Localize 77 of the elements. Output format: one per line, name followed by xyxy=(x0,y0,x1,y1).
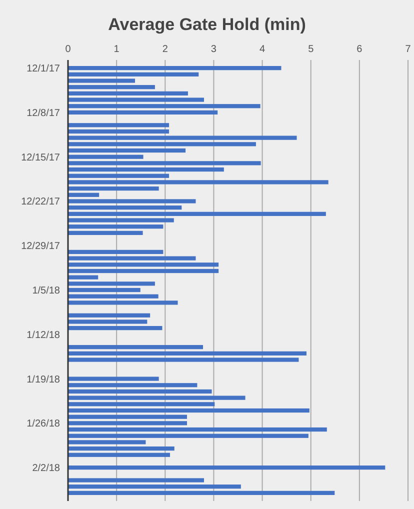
bar xyxy=(68,129,170,134)
x-tick-label: 6 xyxy=(356,44,363,55)
bar xyxy=(68,123,170,128)
bar xyxy=(68,408,310,413)
x-tick-label: 0 xyxy=(65,44,72,55)
y-tick-label: 2/2/18 xyxy=(32,463,60,474)
bar xyxy=(68,180,328,184)
bar xyxy=(68,326,162,330)
y-tick-label: 12/15/17 xyxy=(21,152,60,164)
bar xyxy=(68,427,327,432)
bar xyxy=(68,250,164,254)
bar xyxy=(68,358,299,362)
bar xyxy=(68,91,188,96)
bar xyxy=(68,142,256,146)
bar xyxy=(68,313,150,318)
bar xyxy=(68,174,170,178)
bar xyxy=(68,78,136,83)
bar xyxy=(68,268,219,274)
y-tick-label: 1/12/18 xyxy=(26,330,60,341)
bar xyxy=(68,421,187,426)
bar xyxy=(68,345,204,350)
bar xyxy=(68,186,159,191)
bar xyxy=(68,484,241,489)
bar xyxy=(68,275,98,280)
y-tick-label: 1/19/18 xyxy=(26,374,60,386)
y-tick-label: 1/5/18 xyxy=(32,286,60,297)
bar xyxy=(68,434,308,438)
bar xyxy=(68,389,212,394)
y-tick-label: 12/29/17 xyxy=(21,241,60,252)
bar xyxy=(68,262,219,267)
bar xyxy=(68,320,148,324)
bar xyxy=(68,383,198,388)
y-tick-label: 1/26/18 xyxy=(26,418,60,430)
x-tick-label: 4 xyxy=(260,44,266,55)
bar xyxy=(68,154,144,159)
x-tick-label: 2 xyxy=(162,44,168,55)
chart-title: Average Gate Hold (min) xyxy=(108,15,306,34)
x-tick-label: 1 xyxy=(114,44,120,55)
bar xyxy=(68,282,155,286)
bar xyxy=(68,161,261,166)
bar xyxy=(68,452,170,457)
bar xyxy=(68,230,143,235)
y-tick-label: 12/1/17 xyxy=(26,64,60,75)
bar xyxy=(68,300,178,305)
bar xyxy=(68,446,174,451)
bar xyxy=(68,192,100,197)
bar xyxy=(68,376,159,381)
bar xyxy=(68,224,164,229)
bar xyxy=(68,136,297,140)
bar xyxy=(68,218,174,222)
bar xyxy=(68,478,204,482)
y-tick-label: 12/8/17 xyxy=(26,108,60,119)
bar xyxy=(68,288,140,292)
bar xyxy=(68,148,186,153)
x-tick-label: 3 xyxy=(210,44,217,55)
bar xyxy=(68,206,182,210)
bar xyxy=(68,402,215,406)
bar xyxy=(68,414,187,419)
bar xyxy=(68,85,155,90)
bar xyxy=(68,351,306,356)
bar xyxy=(68,440,146,444)
y-tick-label: 12/22/17 xyxy=(21,196,60,208)
bar xyxy=(68,212,326,216)
bar xyxy=(68,104,260,108)
bar xyxy=(68,466,386,470)
x-tick-label: 7 xyxy=(405,44,412,55)
bar xyxy=(68,98,204,102)
bar xyxy=(68,66,282,70)
x-tick-label: 5 xyxy=(308,44,314,55)
bar xyxy=(68,72,199,76)
bar xyxy=(68,396,246,400)
bar xyxy=(68,294,158,298)
bar xyxy=(68,167,224,172)
bar xyxy=(68,490,335,495)
bar xyxy=(68,199,196,204)
bar xyxy=(68,256,196,260)
bar xyxy=(68,110,218,115)
